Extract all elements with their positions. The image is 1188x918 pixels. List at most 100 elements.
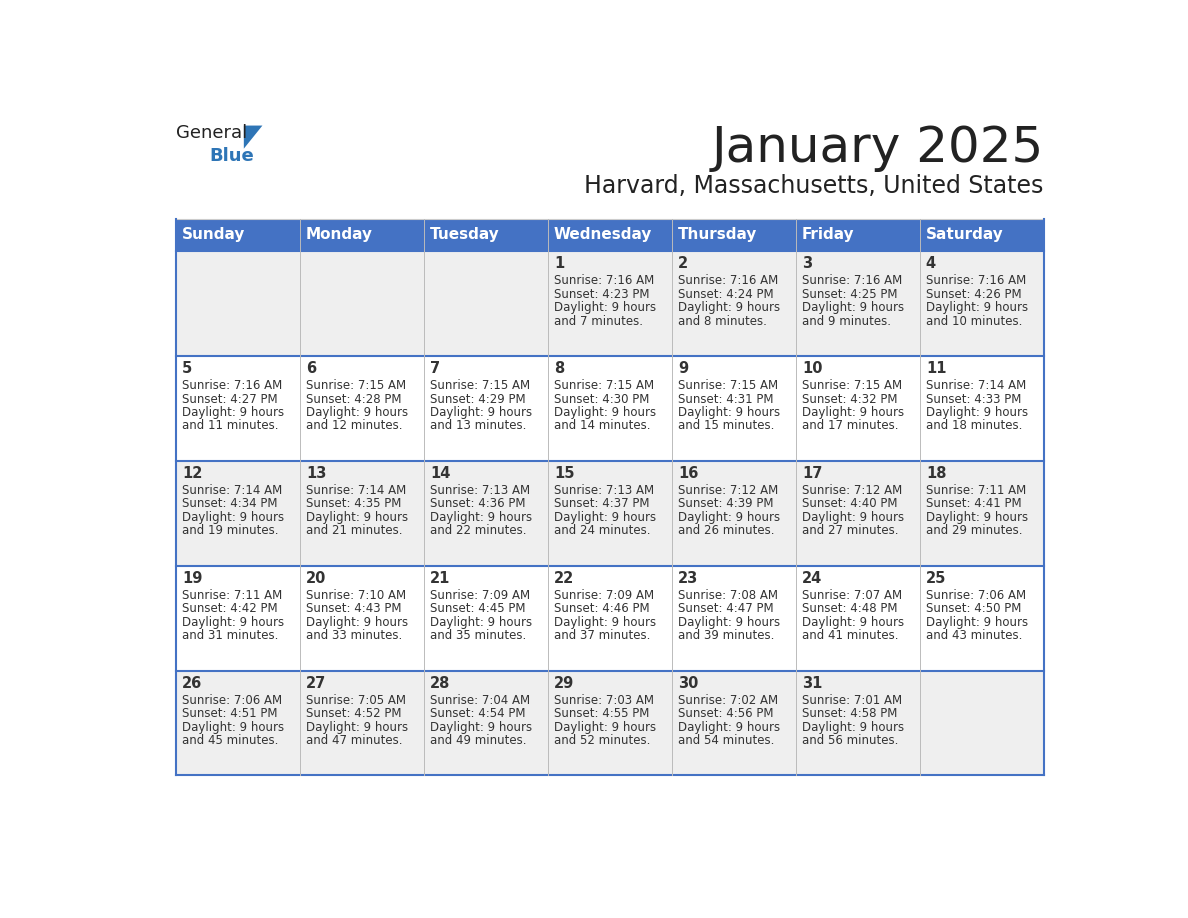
Text: Daylight: 9 hours: Daylight: 9 hours (678, 721, 781, 733)
Text: Sunrise: 7:06 AM: Sunrise: 7:06 AM (182, 694, 282, 707)
Text: Daylight: 9 hours: Daylight: 9 hours (925, 616, 1028, 629)
Text: Daylight: 9 hours: Daylight: 9 hours (678, 511, 781, 524)
Text: Sunset: 4:25 PM: Sunset: 4:25 PM (802, 287, 897, 300)
Text: and 41 minutes.: and 41 minutes. (802, 629, 898, 643)
Text: General: General (176, 124, 247, 142)
Text: Sunrise: 7:02 AM: Sunrise: 7:02 AM (678, 694, 778, 707)
Bar (671, 218, 796, 251)
Text: Sunset: 4:58 PM: Sunset: 4:58 PM (802, 707, 897, 720)
Text: 28: 28 (430, 676, 450, 691)
Text: Daylight: 9 hours: Daylight: 9 hours (678, 406, 781, 419)
Bar (424, 218, 548, 251)
Text: Sunrise: 7:10 AM: Sunrise: 7:10 AM (305, 588, 406, 602)
Text: Sunday: Sunday (182, 228, 245, 242)
Bar (796, 218, 920, 251)
Text: and 15 minutes.: and 15 minutes. (678, 420, 775, 432)
Text: 25: 25 (925, 571, 946, 586)
Text: Sunrise: 7:13 AM: Sunrise: 7:13 AM (554, 484, 653, 497)
Text: Sunrise: 7:07 AM: Sunrise: 7:07 AM (802, 588, 902, 602)
Bar (548, 218, 671, 251)
Text: 18: 18 (925, 466, 947, 481)
Text: 2: 2 (678, 256, 688, 272)
Text: 11: 11 (925, 362, 947, 376)
Text: Sunset: 4:23 PM: Sunset: 4:23 PM (554, 287, 650, 300)
Text: Sunrise: 7:01 AM: Sunrise: 7:01 AM (802, 694, 902, 707)
Text: 12: 12 (182, 466, 202, 481)
Bar (176, 251, 1043, 356)
Text: Daylight: 9 hours: Daylight: 9 hours (925, 406, 1028, 419)
Text: Daylight: 9 hours: Daylight: 9 hours (430, 616, 532, 629)
Text: Daylight: 9 hours: Daylight: 9 hours (305, 721, 407, 733)
Text: Sunrise: 7:14 AM: Sunrise: 7:14 AM (305, 484, 406, 497)
Text: Sunset: 4:34 PM: Sunset: 4:34 PM (182, 498, 277, 510)
Text: 20: 20 (305, 571, 327, 586)
Text: 16: 16 (678, 466, 699, 481)
Text: 19: 19 (182, 571, 202, 586)
Text: and 31 minutes.: and 31 minutes. (182, 629, 278, 643)
Text: and 33 minutes.: and 33 minutes. (305, 629, 402, 643)
Text: Sunrise: 7:04 AM: Sunrise: 7:04 AM (430, 694, 530, 707)
Text: and 26 minutes.: and 26 minutes. (678, 524, 775, 537)
Text: 30: 30 (678, 676, 699, 691)
Text: Sunset: 4:32 PM: Sunset: 4:32 PM (802, 393, 897, 406)
Text: Sunrise: 7:09 AM: Sunrise: 7:09 AM (554, 588, 653, 602)
Text: 26: 26 (182, 676, 202, 691)
Text: Sunset: 4:35 PM: Sunset: 4:35 PM (305, 498, 402, 510)
Text: Sunset: 4:40 PM: Sunset: 4:40 PM (802, 498, 897, 510)
Text: and 52 minutes.: and 52 minutes. (554, 734, 650, 747)
Text: Sunrise: 7:12 AM: Sunrise: 7:12 AM (678, 484, 778, 497)
Bar (176, 356, 1043, 461)
Text: Sunrise: 7:08 AM: Sunrise: 7:08 AM (678, 588, 778, 602)
Text: and 27 minutes.: and 27 minutes. (802, 524, 898, 537)
Text: Sunrise: 7:13 AM: Sunrise: 7:13 AM (430, 484, 530, 497)
Text: Harvard, Massachusetts, United States: Harvard, Massachusetts, United States (584, 174, 1043, 198)
Text: Sunrise: 7:16 AM: Sunrise: 7:16 AM (802, 274, 902, 287)
Bar (176, 461, 1043, 565)
Text: Daylight: 9 hours: Daylight: 9 hours (925, 301, 1028, 314)
Text: and 10 minutes.: and 10 minutes. (925, 315, 1022, 328)
Text: Daylight: 9 hours: Daylight: 9 hours (182, 616, 284, 629)
Text: Wednesday: Wednesday (554, 228, 652, 242)
Text: Daylight: 9 hours: Daylight: 9 hours (554, 406, 656, 419)
Text: Sunrise: 7:06 AM: Sunrise: 7:06 AM (925, 588, 1026, 602)
Text: Sunrise: 7:03 AM: Sunrise: 7:03 AM (554, 694, 653, 707)
Text: Daylight: 9 hours: Daylight: 9 hours (554, 721, 656, 733)
Text: Sunset: 4:29 PM: Sunset: 4:29 PM (430, 393, 525, 406)
Text: and 17 minutes.: and 17 minutes. (802, 420, 898, 432)
Text: Sunset: 4:41 PM: Sunset: 4:41 PM (925, 498, 1022, 510)
Text: Daylight: 9 hours: Daylight: 9 hours (305, 406, 407, 419)
Text: and 39 minutes.: and 39 minutes. (678, 629, 775, 643)
Bar (176, 565, 1043, 670)
Text: and 47 minutes.: and 47 minutes. (305, 734, 403, 747)
Text: and 43 minutes.: and 43 minutes. (925, 629, 1022, 643)
Text: 10: 10 (802, 362, 822, 376)
Text: and 21 minutes.: and 21 minutes. (305, 524, 403, 537)
Text: Daylight: 9 hours: Daylight: 9 hours (802, 616, 904, 629)
Text: and 49 minutes.: and 49 minutes. (430, 734, 526, 747)
Text: Sunrise: 7:05 AM: Sunrise: 7:05 AM (305, 694, 406, 707)
Text: Sunset: 4:46 PM: Sunset: 4:46 PM (554, 602, 650, 615)
Text: Sunset: 4:52 PM: Sunset: 4:52 PM (305, 707, 402, 720)
Text: and 45 minutes.: and 45 minutes. (182, 734, 278, 747)
Text: and 56 minutes.: and 56 minutes. (802, 734, 898, 747)
Text: and 11 minutes.: and 11 minutes. (182, 420, 278, 432)
Polygon shape (244, 126, 263, 149)
Text: Sunrise: 7:12 AM: Sunrise: 7:12 AM (802, 484, 902, 497)
Text: Daylight: 9 hours: Daylight: 9 hours (182, 511, 284, 524)
Text: Sunrise: 7:11 AM: Sunrise: 7:11 AM (925, 484, 1026, 497)
Text: and 22 minutes.: and 22 minutes. (430, 524, 526, 537)
Text: January 2025: January 2025 (712, 124, 1043, 172)
Text: Sunset: 4:42 PM: Sunset: 4:42 PM (182, 602, 278, 615)
Text: 14: 14 (430, 466, 450, 481)
Text: Daylight: 9 hours: Daylight: 9 hours (678, 301, 781, 314)
Text: and 8 minutes.: and 8 minutes. (678, 315, 766, 328)
Text: Sunset: 4:43 PM: Sunset: 4:43 PM (305, 602, 402, 615)
Text: 22: 22 (554, 571, 574, 586)
Text: 1: 1 (554, 256, 564, 272)
Text: Daylight: 9 hours: Daylight: 9 hours (802, 301, 904, 314)
Text: Sunset: 4:30 PM: Sunset: 4:30 PM (554, 393, 649, 406)
Text: Sunset: 4:26 PM: Sunset: 4:26 PM (925, 287, 1022, 300)
Text: Monday: Monday (305, 228, 373, 242)
Text: Sunrise: 7:16 AM: Sunrise: 7:16 AM (182, 379, 282, 392)
Text: Sunrise: 7:15 AM: Sunrise: 7:15 AM (305, 379, 406, 392)
